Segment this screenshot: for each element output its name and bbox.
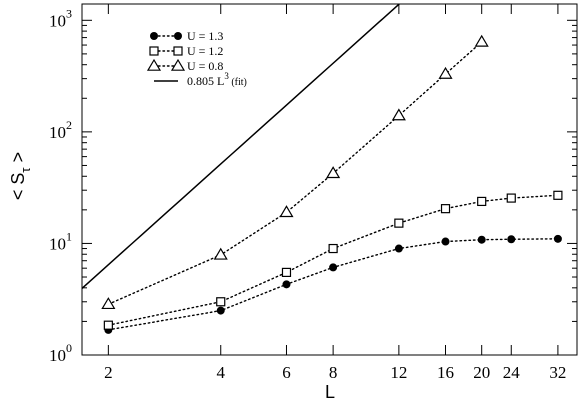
plot-frame	[81, 3, 578, 356]
y-tick-label: 101	[49, 229, 72, 253]
legend-fit-suffix: (fit)	[229, 77, 247, 88]
y-tick-label-base: 10	[49, 234, 66, 253]
series-layer	[82, 4, 563, 334]
marker-filled-circle	[477, 235, 486, 244]
x-tick-label: 24	[503, 363, 521, 382]
marker-filled-circle	[329, 263, 338, 272]
marker-filled-circle	[150, 32, 158, 40]
x-tick-label: 12	[390, 363, 407, 382]
x-tick-label: 8	[329, 363, 338, 382]
marker-open-square	[440, 204, 451, 214]
marker-open-triangle	[391, 108, 406, 121]
x-tick-label: 2	[104, 363, 113, 382]
marker-open-triangle	[279, 205, 294, 218]
marker-open-triangle	[326, 166, 341, 179]
y-tick-label: 103	[49, 6, 72, 30]
y-tick-label-base: 10	[49, 346, 66, 365]
marker-open-square	[281, 267, 292, 278]
marker-open-triangle	[146, 58, 162, 71]
y-axis-title: < Sτ >	[8, 152, 33, 200]
marker-open-square	[173, 46, 183, 56]
x-tick-label: 4	[216, 363, 225, 382]
marker-open-triangle	[213, 247, 228, 260]
marker-open-square	[477, 196, 487, 207]
marker-open-square	[553, 190, 563, 200]
marker-open-square	[328, 243, 338, 254]
y-tick-label: 100	[49, 341, 72, 365]
marker-filled-circle	[216, 306, 225, 315]
y-tick-label-exponent: 0	[66, 341, 72, 355]
y-axis-title-end: >	[8, 152, 28, 168]
y-tick-label-exponent: 3	[66, 6, 72, 20]
marker-filled-circle	[394, 244, 403, 253]
marker-open-triangle	[101, 297, 116, 310]
marker-open-square	[394, 218, 404, 228]
marker-open-triangle	[474, 34, 489, 47]
marker-open-square	[506, 193, 516, 203]
y-tick-label-base: 10	[49, 11, 66, 30]
legend-fit-exponent: 3	[224, 71, 229, 81]
marker-filled-circle	[282, 280, 291, 289]
marker-open-square	[103, 320, 113, 330]
marker-open-square	[216, 297, 226, 307]
y-tick-label: 102	[49, 118, 72, 142]
fit-line	[82, 4, 401, 289]
legend-fit-main: 0.805 L	[187, 74, 224, 88]
marker-open-triangle	[170, 58, 186, 71]
marker-filled-circle	[174, 32, 182, 40]
legend: U = 1.3U = 1.2U = 0.80.805 L3 (fit)	[146, 29, 247, 88]
legend-label: U = 1.3	[187, 29, 223, 43]
marker-filled-circle	[553, 234, 562, 243]
legend-label: U = 1.2	[187, 44, 223, 58]
x-tick-label: 16	[437, 363, 454, 382]
y-tick-label-exponent: 1	[66, 229, 72, 243]
x-tick-label: 32	[549, 363, 566, 382]
marker-filled-circle	[441, 237, 450, 246]
y-tick-label-base: 10	[49, 123, 66, 142]
legend-label: U = 0.8	[187, 59, 223, 73]
x-axis-title: L	[325, 382, 335, 401]
y-axis-title-subscript: τ	[18, 167, 33, 173]
marker-open-triangle	[438, 66, 453, 79]
series-line	[107, 194, 559, 326]
marker-filled-circle	[507, 235, 516, 244]
marker-open-square	[149, 46, 159, 56]
legend-fit-label: 0.805 L3 (fit)	[187, 71, 247, 88]
y-axis-title-main: < S	[8, 173, 28, 201]
x-tick-label: 6	[282, 363, 291, 382]
y-tick-label-exponent: 2	[66, 118, 72, 132]
x-tick-label: 20	[473, 363, 490, 382]
